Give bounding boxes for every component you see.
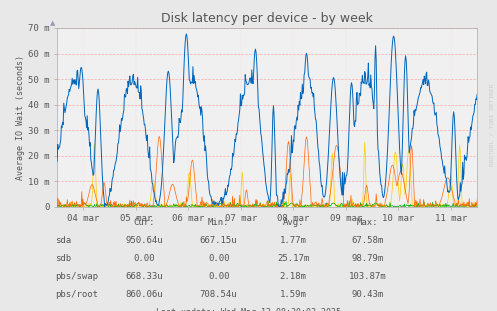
Text: 90.43m: 90.43m: [352, 290, 384, 299]
Text: Max:: Max:: [357, 218, 379, 227]
Text: 860.06u: 860.06u: [125, 290, 163, 299]
Text: pbs/root: pbs/root: [55, 290, 98, 299]
Text: 667.15u: 667.15u: [200, 236, 238, 245]
Text: 67.58m: 67.58m: [352, 236, 384, 245]
Y-axis label: Average IO Wait (seconds): Average IO Wait (seconds): [16, 55, 25, 180]
Text: Cur:: Cur:: [133, 218, 155, 227]
Text: RRDTOOL / TOBI OETIKER: RRDTOOL / TOBI OETIKER: [489, 83, 494, 166]
Text: 2.18m: 2.18m: [280, 272, 307, 281]
Text: sdb: sdb: [55, 254, 71, 263]
Text: 103.87m: 103.87m: [349, 272, 387, 281]
Text: 668.33u: 668.33u: [125, 272, 163, 281]
Text: 950.64u: 950.64u: [125, 236, 163, 245]
Text: ▲: ▲: [50, 20, 55, 26]
Text: 98.79m: 98.79m: [352, 254, 384, 263]
Title: Disk latency per device - by week: Disk latency per device - by week: [161, 12, 373, 26]
Text: Min:: Min:: [208, 218, 230, 227]
Text: sda: sda: [55, 236, 71, 245]
Text: 0.00: 0.00: [208, 254, 230, 263]
Text: Avg:: Avg:: [282, 218, 304, 227]
Text: 0.00: 0.00: [208, 272, 230, 281]
Text: 1.59m: 1.59m: [280, 290, 307, 299]
Text: 0.00: 0.00: [133, 254, 155, 263]
Text: Last update: Wed Mar 12 08:30:03 2025: Last update: Wed Mar 12 08:30:03 2025: [156, 308, 341, 311]
Text: 1.77m: 1.77m: [280, 236, 307, 245]
Text: 25.17m: 25.17m: [277, 254, 309, 263]
Text: pbs/swap: pbs/swap: [55, 272, 98, 281]
Text: 708.54u: 708.54u: [200, 290, 238, 299]
